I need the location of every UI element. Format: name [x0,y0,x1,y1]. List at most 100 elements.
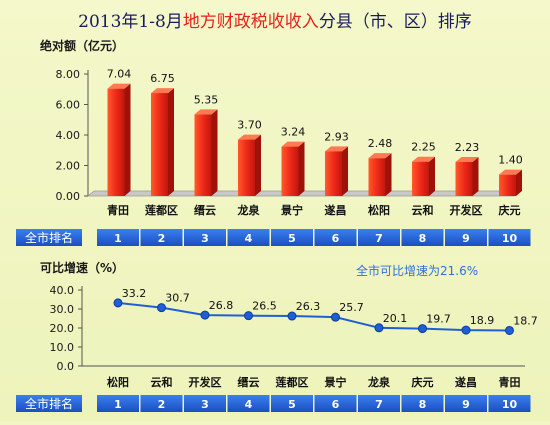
bar-top [325,146,348,152]
bar-y-tick-label: 8.00 [56,68,81,81]
bar-value-label: 5.35 [194,93,219,106]
line-rank-label: 2 [158,398,166,411]
bar [107,88,125,196]
line-rank-cell [184,395,226,412]
line-rank-label: 7 [375,398,383,411]
growth-value-label: 18.9 [470,314,495,327]
bar-y-tick-label: 2.00 [56,160,81,173]
line-category-label: 云和 [151,375,173,389]
bar [325,151,342,196]
bar-category-label: 庆元 [498,203,521,217]
bar-side [516,169,522,196]
line-y-tick-label: 0.0 [57,360,75,373]
bar-value-label: 2.48 [368,137,393,150]
bar-value-label: 2.23 [455,141,480,154]
line-rank-cell [401,395,444,412]
bar-side [385,153,392,196]
bar-category-label: 云和 [412,203,434,217]
bar [281,146,299,196]
line-category-label: 开发区 [189,375,222,389]
line-rank-cell [227,395,270,412]
bar-group [499,169,522,196]
line-rank-label: 10 [502,398,518,411]
bar-top [281,141,305,147]
line-category-label: 松阳 [107,375,129,389]
growth-value-label: 20.1 [383,312,408,325]
bar-value-label: 2.93 [324,130,349,143]
growth-point [418,324,427,334]
line-rank-header-label: 全市排名 [25,396,73,411]
growth-value-label: 18.7 [513,314,538,327]
line-y-tick-label: 30.0 [50,303,75,316]
growth-point [113,298,123,308]
line-rank-label: 5 [288,398,296,411]
growth-value-label: 26.8 [209,299,234,312]
bar-top [107,83,131,89]
bar-side [124,83,131,196]
bar-rank-cell [314,229,357,246]
line-chart: 可比增速（%）0.010.020.030.040.0 33.2松阳30.7云和26… [16,260,538,412]
bar [368,158,386,196]
line-y-axis-label: 可比增速（%） [40,260,124,275]
line-rank-label: 6 [332,398,340,411]
bar-top [368,153,392,159]
bar-rank-cell [140,229,183,246]
bar-rank-cell [184,229,226,246]
bar-side [211,109,218,196]
bar-rank-label: 5 [288,232,296,245]
bar-rank-cell [445,229,487,246]
bar-category-label: 遂昌 [325,203,347,217]
bar-group [194,109,218,196]
bar-side [168,88,174,196]
growth-series-line [117,301,510,332]
bar-rank-label: 6 [332,232,340,245]
bar [194,114,212,196]
growth-value-label: 33.2 [122,287,147,300]
bar-rank-cell [358,229,400,246]
bar-side [429,156,435,196]
bar-side [342,146,348,196]
bar-category-label: 龙泉 [237,203,261,217]
line-rank-label: 9 [462,398,470,411]
line-category-label: 遂昌 [455,375,477,389]
bar-rank-label: 7 [375,232,383,245]
bar-rank-label: 1 [114,232,122,245]
bar-value-label: 2.25 [411,141,436,154]
growth-point [331,312,340,322]
bar-group [412,156,435,196]
growth-value-label: 19.7 [426,313,451,326]
bar-category-label: 开发区 [450,203,483,217]
bar-category-label: 莲都区 [145,203,178,217]
bar-rank-cell [271,229,313,246]
growth-value-label: 25.7 [339,301,364,314]
growth-value-label: 30.7 [165,292,190,305]
bar [455,161,473,196]
bar-group [238,134,261,196]
chart-title: 2013年1-8月地方财政税收收入分县（市、区）排序 [78,12,472,32]
line-category-label: 庆元 [411,375,434,389]
bar-category-label: 青田 [107,203,129,217]
bar-rank-cell [227,229,270,246]
bar-value-label: 3.70 [237,119,262,132]
line-rank-cell [97,395,139,412]
line-category-label: 莲都区 [276,375,309,389]
line-category-label: 缙云 [238,375,260,389]
line-rank-cell [445,395,487,412]
line-rank-label: 8 [419,398,427,411]
growth-point [287,311,297,321]
growth-point [244,311,253,321]
bar-group [107,83,131,196]
growth-value-label: 26.3 [296,300,321,313]
bar [238,139,255,196]
line-category-label: 景宁 [324,375,347,389]
line-rank-label: 4 [245,398,253,411]
bar-rank-label: 3 [201,232,209,245]
bar-category-label: 景宁 [280,203,303,217]
title-highlight: 地方财政税收收入 [183,12,319,32]
title-date: 2013年1-8月 [78,12,183,32]
growth-point [461,325,471,335]
bar-category-label: 缙云 [194,203,216,217]
bar-top [455,156,479,162]
line-rank-cell [271,395,313,412]
